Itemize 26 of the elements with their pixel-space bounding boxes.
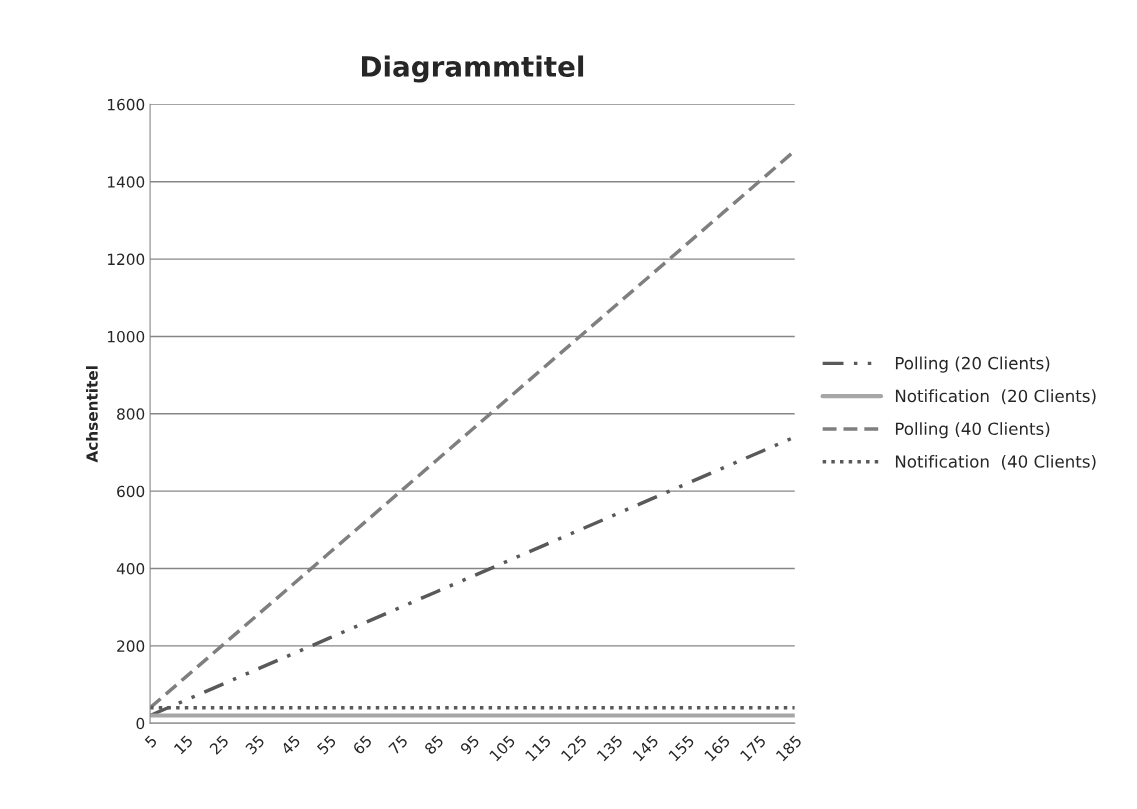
y-tick-label: 1600 — [108, 98, 145, 111]
legend-label: Notification (40 Clients) — [895, 454, 1096, 470]
x-tick-label: 105 — [489, 734, 516, 762]
y-tick-label: 0 — [136, 717, 145, 730]
legend-label: Polling (40 Clients) — [895, 422, 1050, 439]
x-tick-label: 15 — [173, 734, 194, 755]
y-tick-label: 600 — [117, 485, 145, 498]
legend-label: Notification (20 Clients) — [895, 389, 1096, 405]
x-tick-label: 75 — [388, 734, 409, 755]
y-tick-label: 400 — [116, 562, 145, 575]
chart-title: Diagrammtitel — [361, 55, 584, 83]
y-tick-label: 800 — [117, 408, 145, 420]
x-tick-label: 35 — [244, 734, 265, 755]
x-tick-label: 95 — [459, 734, 480, 756]
x-tick-label: 65 — [352, 734, 373, 756]
x-tick-label: 55 — [316, 734, 337, 755]
y-tick-label: 1000 — [108, 330, 145, 343]
y-tick-label: 200 — [117, 640, 145, 652]
y-tick-label: 1400 — [108, 176, 145, 188]
y-axis-title: Achsentitel — [86, 366, 98, 463]
y-tick-label: 1200 — [108, 253, 145, 266]
legend-label: Polling (20 Clients) — [895, 356, 1050, 373]
x-tick-label: 85 — [423, 734, 445, 756]
x-tick-label: 25 — [208, 734, 230, 755]
x-tick-label: 45 — [280, 734, 301, 756]
x-tick-label: 5 — [144, 734, 158, 749]
